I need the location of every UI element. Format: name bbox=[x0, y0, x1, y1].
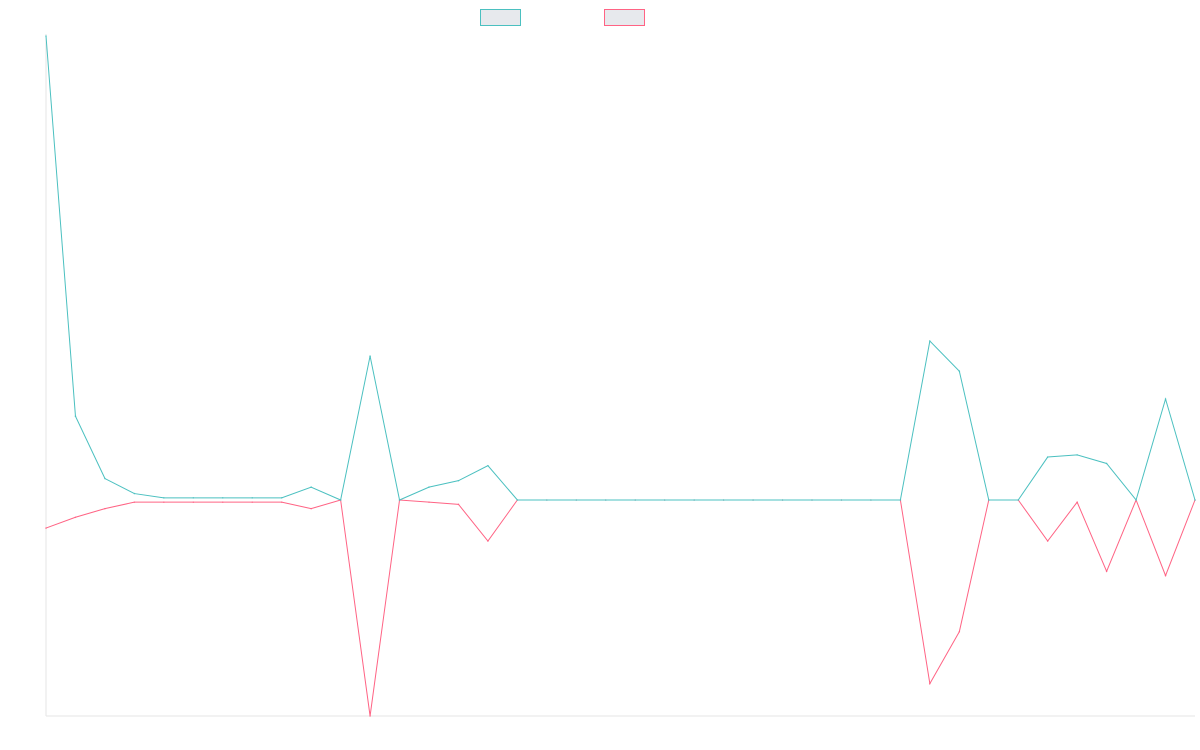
data-point[interactable] bbox=[1164, 398, 1167, 400]
data-point[interactable] bbox=[899, 499, 902, 501]
data-point[interactable] bbox=[398, 499, 401, 501]
data-point[interactable] bbox=[457, 479, 460, 482]
data-point[interactable] bbox=[693, 499, 695, 501]
data-point[interactable] bbox=[487, 540, 489, 542]
data-point[interactable] bbox=[310, 486, 312, 488]
data-point[interactable] bbox=[987, 499, 990, 501]
data-point[interactable] bbox=[133, 492, 136, 495]
data-point[interactable] bbox=[1046, 540, 1049, 542]
data-point[interactable] bbox=[428, 501, 430, 503]
data-point[interactable] bbox=[192, 497, 195, 499]
data-point[interactable] bbox=[221, 497, 224, 499]
data-point[interactable] bbox=[1076, 501, 1078, 503]
data-point[interactable] bbox=[1105, 462, 1108, 465]
data-point[interactable] bbox=[457, 503, 460, 506]
data-point[interactable] bbox=[516, 499, 519, 501]
data-point[interactable] bbox=[1076, 454, 1078, 456]
data-point[interactable] bbox=[929, 340, 931, 342]
data-point[interactable] bbox=[310, 507, 312, 510]
data-point[interactable] bbox=[251, 497, 254, 499]
data-point[interactable] bbox=[1135, 499, 1137, 501]
data-point[interactable] bbox=[251, 501, 254, 503]
data-point[interactable] bbox=[722, 499, 725, 501]
data-point[interactable] bbox=[280, 497, 283, 499]
data-point[interactable] bbox=[929, 682, 931, 685]
series-line-2 bbox=[45, 498, 1196, 717]
data-point[interactable] bbox=[546, 499, 548, 501]
data-point[interactable] bbox=[958, 630, 961, 633]
data-point[interactable] bbox=[1046, 456, 1049, 458]
data-point[interactable] bbox=[1194, 499, 1196, 501]
legend-swatch bbox=[480, 9, 521, 26]
data-point[interactable] bbox=[1017, 499, 1020, 501]
legend-item-1[interactable] bbox=[480, 9, 521, 26]
data-point[interactable] bbox=[870, 499, 872, 501]
data-point[interactable] bbox=[74, 415, 77, 418]
data-point[interactable] bbox=[428, 486, 430, 488]
data-point[interactable] bbox=[45, 35, 47, 37]
data-point[interactable] bbox=[339, 499, 342, 501]
data-point[interactable] bbox=[133, 501, 136, 503]
data-point[interactable] bbox=[192, 501, 195, 503]
legend-swatch bbox=[604, 9, 645, 26]
data-point[interactable] bbox=[74, 516, 77, 519]
data-point[interactable] bbox=[634, 499, 637, 501]
data-point[interactable] bbox=[604, 499, 607, 501]
data-point[interactable] bbox=[840, 499, 843, 501]
data-point[interactable] bbox=[163, 497, 165, 499]
data-point[interactable] bbox=[369, 355, 371, 357]
data-point[interactable] bbox=[221, 501, 224, 503]
data-point[interactable] bbox=[104, 507, 106, 510]
data-point[interactable] bbox=[487, 464, 489, 467]
data-point[interactable] bbox=[104, 477, 106, 480]
data-point[interactable] bbox=[752, 499, 754, 501]
legend-item-2[interactable] bbox=[604, 9, 645, 26]
data-point[interactable] bbox=[280, 501, 283, 503]
data-point[interactable] bbox=[369, 715, 371, 717]
series-line-1 bbox=[45, 35, 1196, 502]
data-point[interactable] bbox=[781, 499, 784, 501]
data-point[interactable] bbox=[1164, 574, 1167, 577]
data-point[interactable] bbox=[45, 527, 47, 529]
data-point[interactable] bbox=[575, 499, 578, 501]
data-point[interactable] bbox=[958, 370, 961, 372]
data-point[interactable] bbox=[663, 499, 666, 501]
data-point[interactable] bbox=[163, 501, 165, 503]
data-point[interactable] bbox=[1105, 570, 1108, 573]
data-point[interactable] bbox=[811, 499, 813, 501]
